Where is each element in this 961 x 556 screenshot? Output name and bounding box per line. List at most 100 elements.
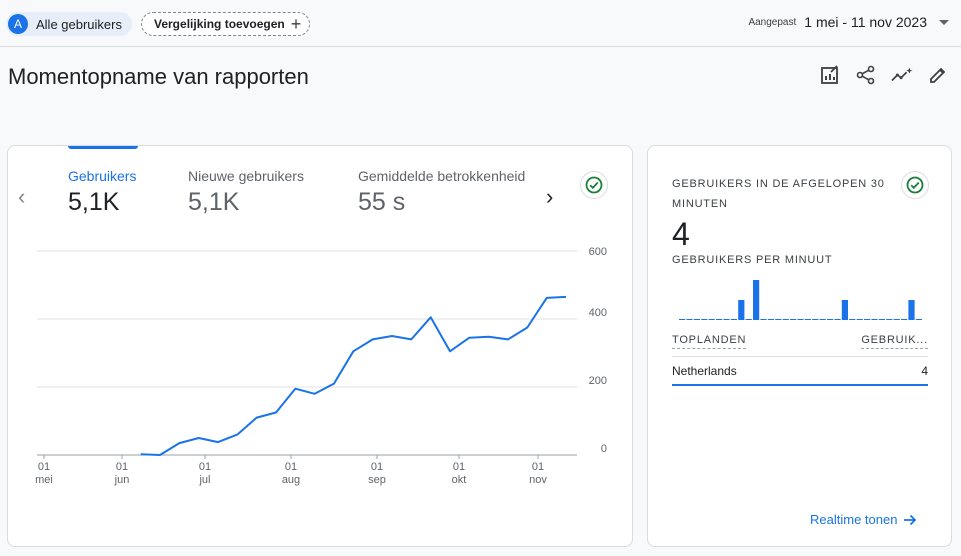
minute-bar[interactable]: [812, 319, 819, 320]
view-realtime-link[interactable]: Realtime tonen: [810, 512, 917, 527]
x-tick-day: 01: [116, 461, 128, 473]
arrow-right-icon: [904, 514, 917, 525]
view-realtime-label: Realtime tonen: [810, 512, 898, 527]
minute-bar[interactable]: [701, 319, 708, 320]
metric-value: 5,1K: [188, 188, 240, 216]
minute-bar[interactable]: [686, 319, 693, 320]
x-tick-month: jul: [198, 474, 210, 486]
metric-label: Gebruikers: [68, 168, 137, 184]
plus-icon: +: [290, 14, 302, 34]
minute-bar[interactable]: [908, 300, 915, 320]
active-tab-indicator: [68, 146, 138, 149]
metric-value: 5,1K: [68, 188, 120, 216]
row-value-bar: [672, 384, 928, 386]
minute-bar[interactable]: [767, 319, 774, 320]
x-tick-month: sep: [368, 474, 386, 486]
customize-report-icon[interactable]: [819, 64, 841, 86]
minute-bar[interactable]: [901, 319, 908, 320]
minute-bar[interactable]: [827, 319, 834, 320]
realtime-users-value: 4: [672, 216, 690, 252]
y-tick-label: 600: [589, 246, 607, 258]
insights-icon[interactable]: [891, 64, 913, 86]
realtime-title: GEBRUIKERS IN DE AFGELOPEN 30 MINUTEN: [672, 178, 885, 210]
check-circle-icon[interactable]: [901, 171, 929, 199]
minute-bar[interactable]: [745, 319, 752, 320]
minute-bar[interactable]: [871, 319, 878, 320]
date-range-value: 1 mei - 11 nov 2023: [804, 14, 927, 30]
minute-bar[interactable]: [775, 319, 782, 320]
minute-bar[interactable]: [819, 319, 826, 320]
top-bar: A Alle gebruikers Vergelijking toevoegen…: [0, 0, 961, 46]
header-divider: [0, 46, 961, 47]
y-tick-label: 200: [589, 375, 607, 387]
title-actions: [819, 64, 949, 86]
segment-label: Alle gebruikers: [36, 16, 122, 32]
date-mode-label: Aangepast: [748, 16, 797, 28]
x-tick-month: okt: [452, 474, 467, 486]
minute-bar[interactable]: [790, 319, 797, 320]
segment-chip-all-users[interactable]: A Alle gebruikers: [6, 12, 132, 36]
users-per-minute-bars: [679, 280, 922, 320]
minute-bar[interactable]: [856, 319, 863, 320]
x-tick-month: mei: [35, 474, 53, 486]
minute-bar[interactable]: [886, 319, 893, 320]
caret-down-icon: [939, 19, 949, 25]
minute-bar[interactable]: [760, 319, 767, 320]
overview-card: ‹ Gebruikers 5,1K Nieuwe gebruikers 5,1K…: [7, 145, 633, 547]
minute-bar[interactable]: [878, 319, 885, 320]
table-row[interactable]: Netherlands 4: [672, 364, 928, 378]
users-series-line[interactable]: [140, 295, 567, 456]
minute-bar[interactable]: [834, 319, 841, 320]
edit-icon[interactable]: [927, 64, 949, 86]
y-tick-label: 400: [589, 307, 607, 319]
minute-bar[interactable]: [797, 319, 804, 320]
minute-bar[interactable]: [708, 319, 715, 320]
add-comparison-label: Vergelijking toevoegen: [154, 17, 285, 31]
col-header-users[interactable]: GEBRUIK...: [861, 334, 928, 349]
page-title: Momentopname van rapporten: [8, 64, 309, 89]
segment-avatar: A: [8, 14, 28, 34]
x-tick-month: aug: [282, 474, 300, 486]
minute-bar[interactable]: [804, 319, 811, 320]
users-line-chart: 600400200001mei01jun01jul01aug01sep01okt…: [35, 246, 607, 486]
x-tick-month: jun: [114, 474, 130, 486]
table-divider: [672, 356, 928, 357]
x-tick-day: 01: [532, 461, 544, 473]
metric-label: Nieuwe gebruikers: [188, 168, 304, 184]
col-header-countries[interactable]: TOPLANDEN: [672, 334, 747, 349]
minute-bar[interactable]: [753, 280, 760, 320]
minute-bar[interactable]: [679, 319, 686, 320]
minute-bar[interactable]: [730, 319, 737, 320]
minute-bar[interactable]: [782, 319, 789, 320]
minute-bar[interactable]: [738, 300, 745, 320]
minute-bar[interactable]: [915, 319, 922, 320]
x-tick-day: 01: [38, 461, 50, 473]
chevron-right-icon[interactable]: ›: [546, 184, 554, 209]
minute-bar[interactable]: [849, 319, 856, 320]
date-range-picker[interactable]: Aangepast 1 mei - 11 nov 2023: [748, 14, 949, 30]
minute-bar[interactable]: [723, 319, 730, 320]
check-circle-icon[interactable]: [580, 171, 608, 199]
chevron-left-icon[interactable]: ‹: [18, 184, 26, 209]
share-icon[interactable]: [855, 64, 877, 86]
x-tick-day: 01: [371, 461, 383, 473]
metric-label: Gemiddelde betrokkenheid: [358, 168, 526, 184]
minute-bar[interactable]: [716, 319, 723, 320]
minute-bar[interactable]: [693, 319, 700, 320]
x-tick-month: nov: [529, 474, 547, 486]
x-tick-day: 01: [285, 461, 297, 473]
users-per-minute-label: GEBRUIKERS PER MINUUT: [672, 254, 833, 266]
metric-tab-avg-engagement[interactable]: Gemiddelde betrokkenheid 55 s: [358, 168, 525, 217]
metric-tab-users[interactable]: Gebruikers 5,1K: [68, 168, 136, 217]
country-users: 4: [921, 364, 928, 378]
minute-bar[interactable]: [841, 300, 848, 320]
metric-tab-new-users[interactable]: Nieuwe gebruikers 5,1K: [188, 168, 304, 217]
realtime-card: GEBRUIKERS IN DE AFGELOPEN 30 MINUTEN 4 …: [647, 145, 952, 547]
add-comparison-button[interactable]: Vergelijking toevoegen +: [141, 12, 311, 36]
country-name: Netherlands: [672, 364, 737, 378]
metric-value: 55 s: [358, 188, 406, 216]
minute-bar[interactable]: [893, 319, 900, 320]
minute-bar[interactable]: [864, 319, 871, 320]
x-tick-day: 01: [453, 461, 465, 473]
x-tick-day: 01: [199, 461, 211, 473]
